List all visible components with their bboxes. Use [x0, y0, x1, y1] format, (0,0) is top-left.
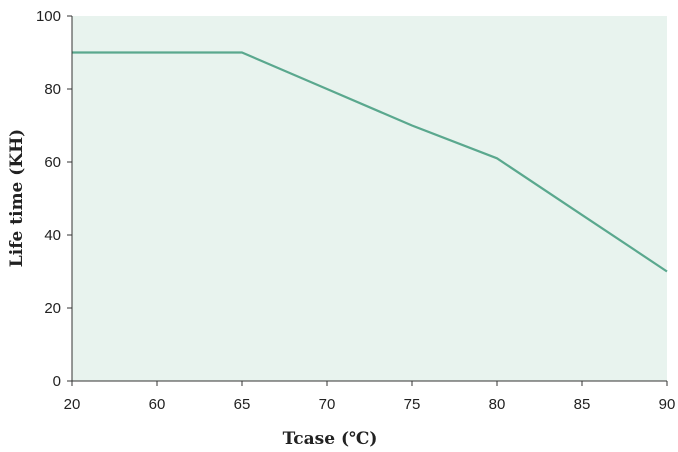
y-tick-label: 60 [44, 154, 61, 171]
x-tick-label: 75 [404, 396, 421, 413]
x-tick-label: 70 [319, 396, 336, 413]
y-tick-label: 80 [44, 81, 61, 98]
y-tick-label: 0 [53, 373, 61, 390]
y-axis-title: Life time (KH) [7, 129, 27, 267]
x-tick-label: 20 [64, 396, 81, 413]
x-tick-label: 60 [149, 396, 166, 413]
series-line [72, 51, 668, 273]
x-tick-label: 80 [489, 396, 506, 413]
x-tick-label: 65 [234, 396, 251, 413]
y-tick-label: 20 [44, 300, 61, 317]
x-axis-title: Tcase (℃) [283, 429, 378, 449]
plot-area [72, 16, 667, 381]
y-tick-label: 100 [36, 8, 61, 25]
y-tick-label: 40 [44, 227, 61, 244]
x-tick-label: 85 [574, 396, 591, 413]
x-tick-label: 90 [659, 396, 676, 413]
